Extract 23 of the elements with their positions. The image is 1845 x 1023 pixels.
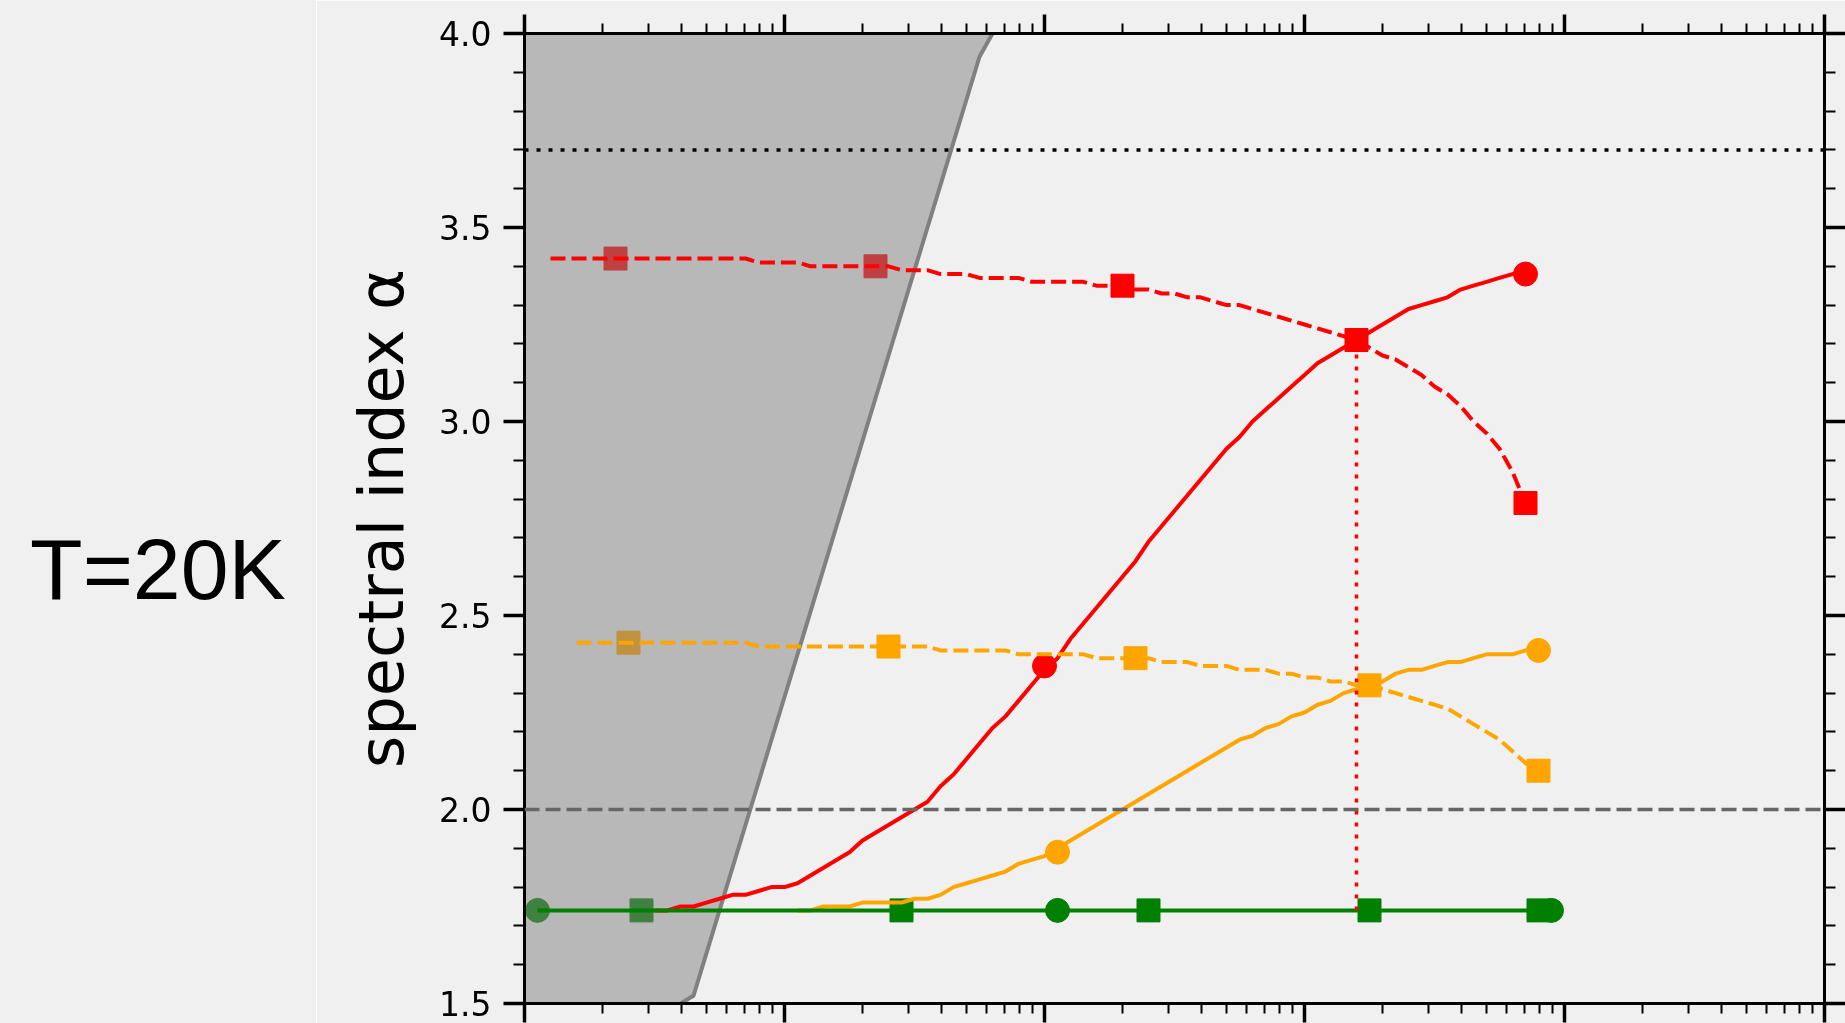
y-tick-label: 4.0 (439, 15, 492, 54)
point (1513, 261, 1538, 287)
point (1136, 898, 1161, 923)
y-tick-label: 3.5 (439, 209, 492, 248)
point (629, 898, 654, 923)
point (1110, 273, 1135, 298)
point (1526, 637, 1551, 663)
point (1526, 758, 1551, 783)
y-tick-label: 2.5 (439, 597, 492, 636)
point (603, 246, 628, 271)
y-tick-label: 2.0 (439, 791, 492, 830)
text: T=20K (29, 520, 287, 619)
point (876, 634, 901, 659)
point (1123, 646, 1148, 671)
point (863, 254, 888, 279)
line-series (678, 33, 995, 1004)
point (616, 630, 641, 655)
y-tick-label: 3.0 (439, 403, 492, 442)
y-axis-title: spectral index α (345, 269, 419, 768)
y-tick-label: 1.5 (439, 985, 492, 1023)
point (1513, 490, 1538, 515)
point (525, 897, 550, 923)
point (1357, 898, 1382, 923)
